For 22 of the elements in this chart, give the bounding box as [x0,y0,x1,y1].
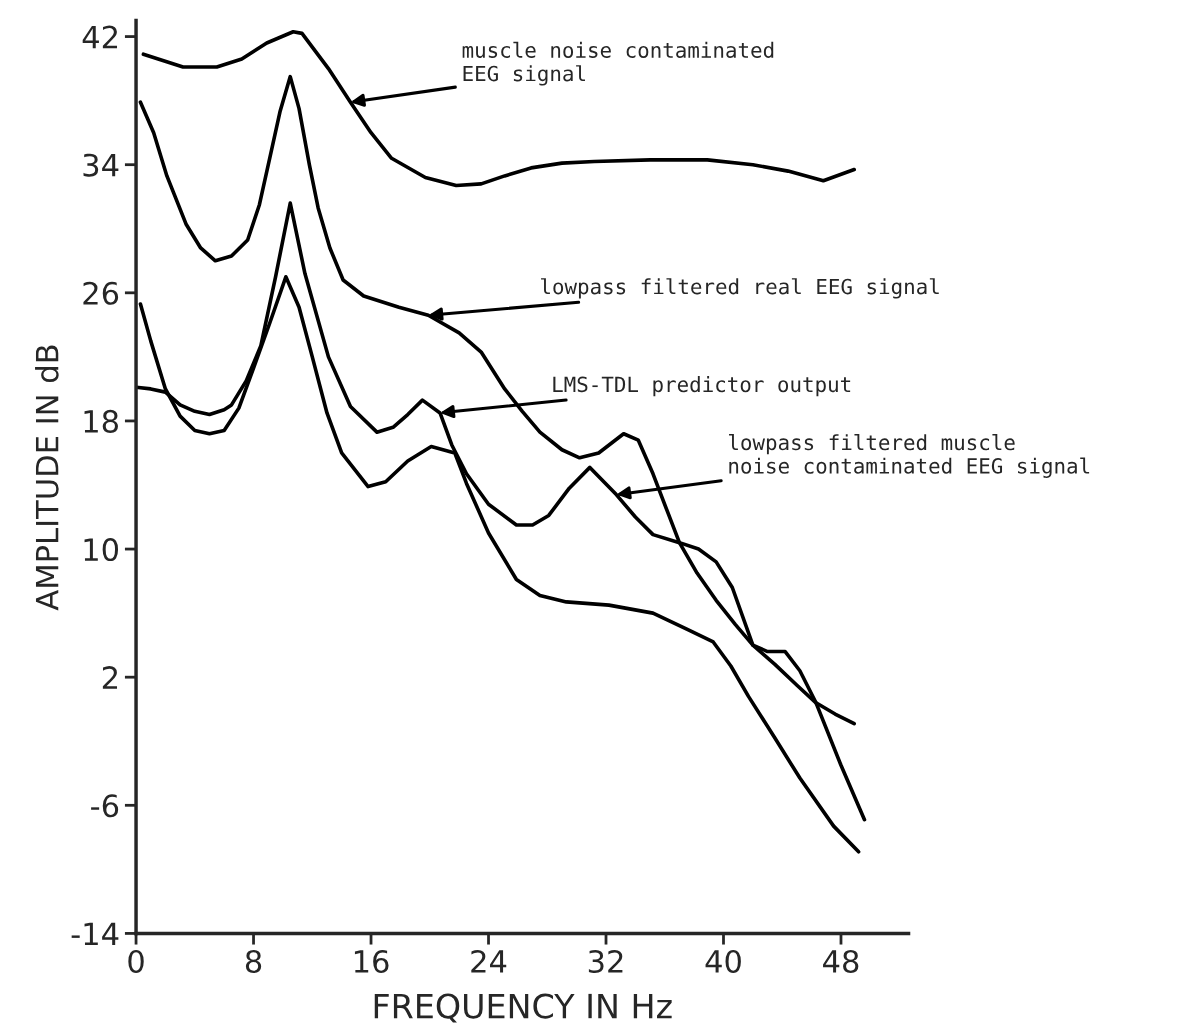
annotation: lowpass filtered real EEG signal [541,278,939,299]
x-tick-label: 16 [354,949,389,974]
x-tick-label: 32 [588,949,623,974]
line-series [141,29,857,188]
x-tick-label: 8 [245,949,262,974]
y-tick-label: 18 [84,409,118,433]
y-tick-label: 34 [83,153,119,177]
x-tick-label: 48 [823,949,859,974]
y-tick-label: -14 [71,922,119,946]
y-tick-label: 2 [102,666,118,689]
annotation: LMS-TDL predictor output [553,376,851,397]
x-tick-label: 0 [128,949,144,974]
annotation: lowpass filtered muscle noise contaminated EEG signal [729,434,1090,478]
x-tick-label: 40 [705,949,741,974]
y-tick-label: -6 [91,794,119,818]
x-axis-title: FREQUENCY IN Hz [374,993,672,1023]
y-tick-label: 10 [84,537,119,562]
x-tick-label: 24 [471,949,507,973]
y-tick-label: 26 [83,281,119,305]
y-tick-label: 42 [82,25,118,49]
y-axis-title: AMPLITUDE IN dB [35,345,59,611]
annotation: muscle noise contaminated EEG signal [462,41,774,86]
